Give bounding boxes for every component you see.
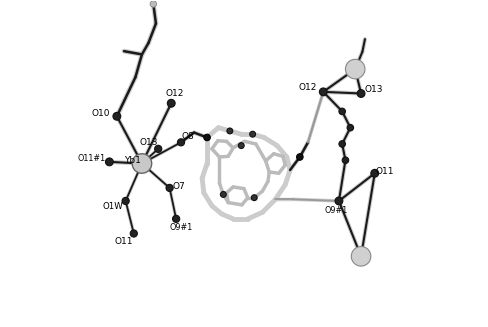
Text: O10: O10 <box>92 109 110 117</box>
Circle shape <box>249 131 255 137</box>
Circle shape <box>226 128 232 134</box>
Circle shape <box>338 141 345 147</box>
Circle shape <box>350 247 370 266</box>
Circle shape <box>166 184 173 192</box>
Text: O1W: O1W <box>102 202 123 211</box>
Circle shape <box>203 134 210 141</box>
Circle shape <box>154 145 162 152</box>
Circle shape <box>172 215 179 222</box>
Circle shape <box>132 154 151 173</box>
Circle shape <box>238 143 244 148</box>
Text: O9#1: O9#1 <box>169 223 192 232</box>
Text: O12: O12 <box>165 89 183 98</box>
Text: Yb1: Yb1 <box>123 156 141 165</box>
Text: O11: O11 <box>375 167 394 176</box>
Circle shape <box>338 108 345 115</box>
Text: O13: O13 <box>364 85 382 94</box>
Circle shape <box>122 198 129 204</box>
Circle shape <box>167 99 175 107</box>
Text: O13: O13 <box>140 139 158 147</box>
Circle shape <box>370 169 378 177</box>
Circle shape <box>251 195 257 201</box>
Circle shape <box>342 157 348 164</box>
Circle shape <box>319 88 326 96</box>
Circle shape <box>177 139 184 146</box>
Circle shape <box>220 192 226 198</box>
Circle shape <box>296 154 303 160</box>
Circle shape <box>356 90 364 97</box>
Circle shape <box>105 158 113 166</box>
Text: O11: O11 <box>115 237 133 246</box>
Circle shape <box>150 1 156 7</box>
Circle shape <box>345 59 364 79</box>
Text: O11#1: O11#1 <box>77 154 105 163</box>
Circle shape <box>334 197 342 205</box>
Circle shape <box>113 112 121 120</box>
Text: O8: O8 <box>181 132 194 141</box>
Text: O12: O12 <box>298 83 316 93</box>
Text: O9#1: O9#1 <box>324 206 346 215</box>
Circle shape <box>346 125 353 131</box>
Circle shape <box>130 230 137 237</box>
Text: O7: O7 <box>172 182 185 191</box>
